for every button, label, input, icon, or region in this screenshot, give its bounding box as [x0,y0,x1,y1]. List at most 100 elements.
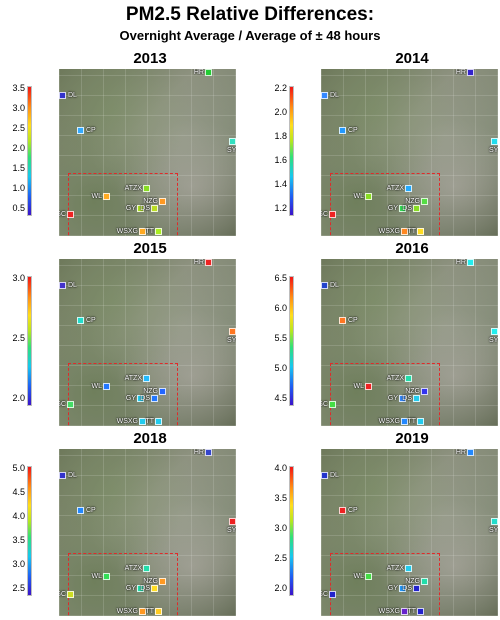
site-marker [59,472,66,479]
panel-year-label: 2014 [395,50,429,67]
map-panel-2013: 2013 3.5 3.0 2.5 2.0 1.5 1.0 0.5 HR DL CP SY ATZX WL N… [0,50,250,236]
site-label: GC [321,211,328,218]
site-marker [139,418,146,425]
site-label: GY [125,395,136,402]
colorbar-tick-label: 2.5 [12,583,25,593]
site-label: GY [387,205,398,212]
panel-year-label: 2018 [133,430,167,447]
site-marker [421,198,428,205]
site-marker [405,565,412,572]
colorbar-tick-label: 4.5 [274,393,287,403]
site-marker [205,69,212,76]
site-label: ATZX [124,185,142,192]
colorbar-tick-label: 0.5 [12,203,25,213]
satellite-map: HR DL CP SY ATZX WL NZG GY DS GC WSXG TT [59,69,236,236]
map-panel-2014: 2014 2.2 2.0 1.8 1.6 1.4 1.2 HR DL CP SY ATZX WL NZG G… [262,50,500,236]
colorbar [27,466,32,596]
colorbar-tick-label: 3.0 [12,559,25,569]
site-marker [399,205,406,212]
site-marker [143,375,150,382]
site-marker [399,395,406,402]
site-label: GC [59,401,66,408]
site-marker [137,205,144,212]
site-marker [205,259,212,266]
site-label: TT [407,608,416,615]
colorbar-tick-label: 1.0 [12,183,25,193]
site-label: HR [455,449,466,456]
site-marker [491,328,498,335]
site-marker [401,228,408,235]
site-label: TT [407,418,416,425]
site-label: SY [227,147,236,154]
map-panel-2016: 2016 6.5 6.0 5.5 5.0 4.5 HR DL CP SY ATZX WL NZG GY DS… [262,240,500,426]
site-label: NZG [405,198,420,205]
site-marker [339,507,346,514]
satellite-map: HR DL CP SY ATZX WL NZG GY DS GC WSXG TT [321,449,498,616]
site-label: ATZX [386,565,404,572]
urban-area-boundary [330,553,440,616]
site-marker [401,418,408,425]
site-marker [365,573,372,580]
site-marker [67,401,74,408]
colorbar-tick-label: 3.0 [274,523,287,533]
site-marker [417,608,424,615]
site-label: DL [68,92,77,99]
urban-area-boundary [68,173,178,236]
site-label: GY [125,585,136,592]
site-label: ATZX [386,375,404,382]
site-marker [103,573,110,580]
site-label: TT [145,418,154,425]
site-label: NZG [143,578,158,585]
site-label: CP [86,127,96,134]
site-marker [399,585,406,592]
site-marker [467,449,474,456]
site-label: GC [59,591,66,598]
site-marker [229,328,236,335]
colorbar-tick-label: 6.5 [274,273,287,283]
site-marker [67,591,74,598]
site-label: WL [353,383,365,390]
site-marker [139,608,146,615]
site-marker [159,388,166,395]
satellite-map: HR DL CP SY ATZX WL NZG GY DS GC WSXG TT [321,259,498,426]
site-marker [143,565,150,572]
site-label: DL [330,282,339,289]
site-marker [321,92,328,99]
site-marker [421,388,428,395]
site-marker [329,591,336,598]
site-label: SY [227,527,236,534]
site-label: WL [353,573,365,580]
site-marker [339,317,346,324]
site-marker [151,395,158,402]
colorbar [27,276,32,406]
site-label: TT [145,608,154,615]
colorbar-tick-label: 3.5 [12,535,25,545]
site-marker [229,138,236,145]
site-marker [329,401,336,408]
site-label: WSXG [378,608,400,615]
site-marker [405,185,412,192]
site-marker [59,282,66,289]
colorbar-tick-label: 2.0 [12,143,25,153]
site-label: WL [91,193,103,200]
site-label: HR [193,259,204,266]
site-label: DS [140,585,150,592]
colorbar-tick-label: 3.5 [12,83,25,93]
site-marker [467,69,474,76]
colorbar-tick-label: 1.2 [274,203,287,213]
colorbar [289,276,294,406]
urban-area-boundary [68,363,178,426]
site-marker [139,228,146,235]
colorbar-tick-label: 1.4 [274,179,287,189]
site-label: DS [402,395,412,402]
site-marker [413,395,420,402]
site-marker [421,578,428,585]
colorbar-tick-label: 3.0 [12,273,25,283]
colorbar-tick-label: 5.5 [274,333,287,343]
colorbar-tick-label: 2.0 [274,107,287,117]
site-label: WL [353,193,365,200]
site-label: CP [86,507,96,514]
urban-area-boundary [330,363,440,426]
colorbar-tick-label: 4.0 [274,463,287,473]
colorbar [27,86,32,216]
